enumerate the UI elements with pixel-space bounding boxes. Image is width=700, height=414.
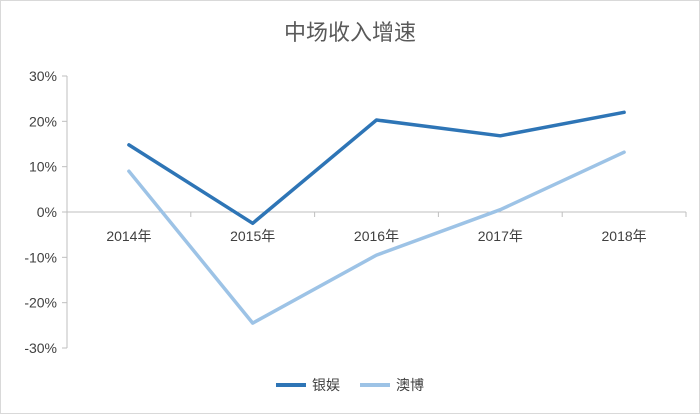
x-tick-label: 2015年 [230, 228, 275, 244]
legend: 银娱 澳博 [1, 375, 699, 395]
legend-item-aobo: 澳博 [360, 375, 424, 395]
y-tick-label: -10% [24, 249, 57, 265]
chart-title: 中场收入增速 [283, 21, 416, 46]
y-tick-label: 20% [29, 113, 57, 129]
legend-swatch-aobo [360, 383, 390, 387]
y-tick-label: -20% [24, 295, 57, 311]
legend-label-aobo: 澳博 [396, 378, 424, 394]
x-tick-label: 2014年 [106, 228, 151, 244]
legend-item-yinyu: 银娱 [276, 375, 340, 395]
y-tick-label: 10% [29, 159, 57, 175]
y-tick-label: 0% [37, 204, 57, 220]
x-tick-label: 2016年 [354, 228, 399, 244]
series-line-1 [127, 150, 626, 325]
x-tick-label: 2017年 [478, 228, 523, 244]
legend-swatch-yinyu [276, 383, 306, 387]
y-tick-label: 30% [29, 68, 57, 84]
series-line-0 [127, 110, 626, 226]
legend-label-yinyu: 银娱 [312, 378, 340, 394]
x-tick-label: 2018年 [602, 228, 647, 244]
y-tick-label: -30% [24, 340, 57, 356]
